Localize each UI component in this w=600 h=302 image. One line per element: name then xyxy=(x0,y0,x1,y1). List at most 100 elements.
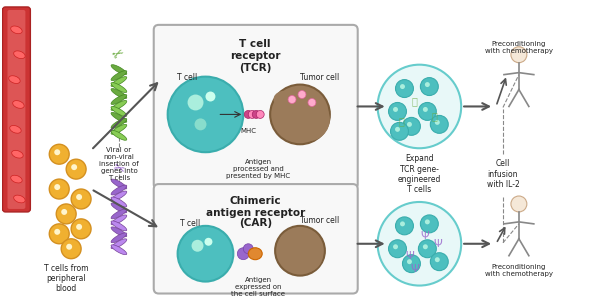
FancyBboxPatch shape xyxy=(2,7,31,212)
Ellipse shape xyxy=(111,112,127,122)
Circle shape xyxy=(49,144,69,164)
Circle shape xyxy=(61,239,81,259)
Circle shape xyxy=(407,259,412,264)
Text: Preconditioning
with chemotherapy: Preconditioning with chemotherapy xyxy=(485,264,553,277)
Ellipse shape xyxy=(111,233,127,243)
Ellipse shape xyxy=(111,191,127,201)
Ellipse shape xyxy=(14,195,25,203)
Circle shape xyxy=(308,98,316,107)
Circle shape xyxy=(393,107,398,112)
Ellipse shape xyxy=(111,77,127,87)
Text: Expand
TCR gene-
engineered
T cells: Expand TCR gene- engineered T cells xyxy=(398,154,441,194)
Ellipse shape xyxy=(111,101,127,111)
Ellipse shape xyxy=(248,248,262,260)
Ellipse shape xyxy=(11,150,23,158)
Circle shape xyxy=(395,127,400,132)
Ellipse shape xyxy=(111,239,127,249)
Circle shape xyxy=(191,240,203,252)
Ellipse shape xyxy=(111,185,127,195)
Circle shape xyxy=(421,78,439,95)
Ellipse shape xyxy=(111,118,127,128)
Circle shape xyxy=(511,47,527,63)
Ellipse shape xyxy=(280,232,314,253)
Circle shape xyxy=(205,238,212,246)
Text: (TCR): (TCR) xyxy=(239,63,271,73)
Circle shape xyxy=(256,111,264,118)
Ellipse shape xyxy=(111,227,127,237)
Text: Antigen
expressed on
the cell surface: Antigen expressed on the cell surface xyxy=(231,277,285,297)
Circle shape xyxy=(71,189,91,209)
Circle shape xyxy=(270,85,330,144)
Text: MHC: MHC xyxy=(240,128,256,134)
Circle shape xyxy=(188,95,203,111)
Circle shape xyxy=(76,194,82,200)
Circle shape xyxy=(407,122,412,127)
Ellipse shape xyxy=(11,26,22,34)
Text: Tumor cell: Tumor cell xyxy=(300,216,340,225)
Ellipse shape xyxy=(111,65,127,75)
Ellipse shape xyxy=(111,124,127,134)
Text: T cells from
peripheral
blood: T cells from peripheral blood xyxy=(44,264,88,294)
Circle shape xyxy=(377,65,461,148)
Ellipse shape xyxy=(111,82,127,92)
Circle shape xyxy=(511,196,527,212)
Circle shape xyxy=(61,209,67,215)
Circle shape xyxy=(403,255,421,273)
Text: 〜: 〜 xyxy=(431,111,437,121)
Circle shape xyxy=(403,117,421,135)
Ellipse shape xyxy=(111,71,127,81)
Circle shape xyxy=(391,122,409,140)
Circle shape xyxy=(71,164,77,170)
Circle shape xyxy=(400,221,405,226)
Circle shape xyxy=(243,244,253,254)
Circle shape xyxy=(56,204,76,224)
Text: (CAR): (CAR) xyxy=(239,218,272,228)
Circle shape xyxy=(54,149,60,155)
Circle shape xyxy=(286,98,330,141)
Circle shape xyxy=(298,91,306,98)
Circle shape xyxy=(194,118,206,130)
Circle shape xyxy=(435,120,440,125)
Text: Preconditioning
with chemotherapy: Preconditioning with chemotherapy xyxy=(485,41,553,54)
Circle shape xyxy=(393,244,398,249)
Circle shape xyxy=(425,219,430,224)
Text: Ψ: Ψ xyxy=(433,239,442,249)
Text: Tumor cell: Tumor cell xyxy=(300,73,340,82)
Text: Chimeric
antigen receptor: Chimeric antigen receptor xyxy=(206,196,305,218)
Ellipse shape xyxy=(111,197,127,207)
Circle shape xyxy=(66,244,72,250)
Circle shape xyxy=(49,224,69,244)
Text: Cell
infusion
with IL-2: Cell infusion with IL-2 xyxy=(487,159,520,189)
Circle shape xyxy=(400,84,405,89)
Ellipse shape xyxy=(14,51,25,59)
Text: T cell: T cell xyxy=(178,73,197,82)
Ellipse shape xyxy=(111,95,127,104)
Circle shape xyxy=(178,226,233,281)
Circle shape xyxy=(418,240,436,258)
Text: ✂: ✂ xyxy=(111,161,127,178)
Circle shape xyxy=(248,111,256,118)
FancyBboxPatch shape xyxy=(7,10,25,209)
Text: 〜: 〜 xyxy=(398,116,404,126)
Text: ✂: ✂ xyxy=(110,46,127,64)
Ellipse shape xyxy=(111,88,127,98)
Text: 〜: 〜 xyxy=(412,96,418,107)
Circle shape xyxy=(167,77,243,152)
Ellipse shape xyxy=(9,76,20,83)
Ellipse shape xyxy=(111,130,127,140)
Circle shape xyxy=(54,229,60,235)
Circle shape xyxy=(389,102,406,120)
Circle shape xyxy=(252,111,260,118)
Ellipse shape xyxy=(111,209,127,219)
Ellipse shape xyxy=(111,221,127,231)
Ellipse shape xyxy=(11,175,22,183)
Circle shape xyxy=(288,95,296,104)
Text: Ψ: Ψ xyxy=(420,231,429,241)
Circle shape xyxy=(418,102,436,120)
Circle shape xyxy=(423,244,428,249)
Circle shape xyxy=(244,111,252,118)
Circle shape xyxy=(430,115,448,133)
Circle shape xyxy=(395,80,413,98)
Ellipse shape xyxy=(111,179,127,189)
Circle shape xyxy=(395,217,413,235)
